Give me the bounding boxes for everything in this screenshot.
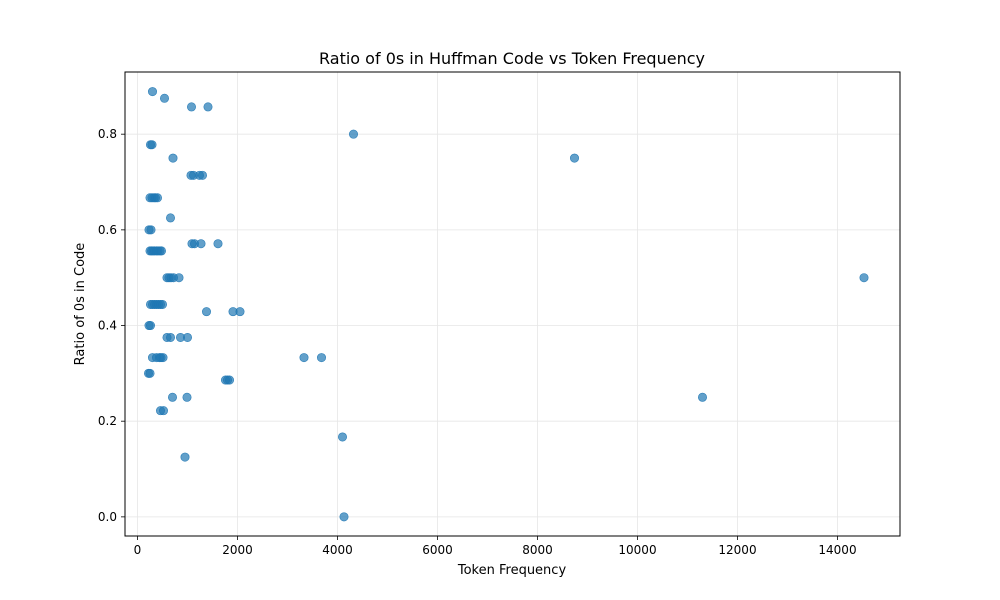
x-tick-label: 2000 xyxy=(222,543,253,557)
x-axis-ticks: 0 2000 4000 6000 8000 10000 12000 14000 xyxy=(134,536,857,557)
scatter-point xyxy=(339,512,349,522)
scatter-point xyxy=(196,239,206,249)
y-axis-title: Ratio of 0s in Code xyxy=(73,243,88,366)
scatter-point xyxy=(145,368,155,378)
scatter-point xyxy=(153,193,163,203)
scatter-point xyxy=(146,225,156,235)
scatter-point xyxy=(157,246,167,256)
scatter-point xyxy=(198,170,208,180)
scatter-point xyxy=(235,307,245,317)
scatter-point xyxy=(158,353,168,363)
scatter-point xyxy=(316,353,326,363)
y-tick-label: 0.2 xyxy=(98,414,117,428)
x-tick-label: 6000 xyxy=(422,543,453,557)
scatter-point xyxy=(166,332,176,342)
scatter-point xyxy=(213,239,223,249)
y-tick-label: 0.0 xyxy=(98,510,117,524)
y-axis-ticks: 0.0 0.2 0.4 0.6 0.8 xyxy=(98,127,125,524)
scatter-point xyxy=(147,140,157,150)
x-tick-label: 12000 xyxy=(718,543,756,557)
data-points xyxy=(144,87,869,522)
x-tick-label: 8000 xyxy=(522,543,553,557)
scatter-point xyxy=(158,299,168,309)
scatter-point xyxy=(203,102,213,112)
scatter-point xyxy=(180,452,190,462)
scatter-point xyxy=(697,392,707,402)
y-tick-label: 0.8 xyxy=(98,127,117,141)
scatter-point xyxy=(146,321,156,331)
scatter-point xyxy=(166,213,176,223)
y-tick-label: 0.4 xyxy=(98,319,117,333)
scatter-point xyxy=(160,93,170,103)
scatter-point xyxy=(183,332,193,342)
x-tick-label: 4000 xyxy=(322,543,353,557)
x-axis-title: Token Frequency xyxy=(457,563,567,578)
chart-title: Ratio of 0s in Huffman Code vs Token Fre… xyxy=(319,49,705,68)
scatter-point xyxy=(168,153,178,163)
scatter-point xyxy=(159,406,169,416)
y-tick-label: 0.6 xyxy=(98,223,117,237)
x-tick-label: 14000 xyxy=(818,543,856,557)
scatter-point xyxy=(569,153,579,163)
scatter-point xyxy=(182,392,192,402)
plot-area-frame xyxy=(124,71,901,537)
scatter-point xyxy=(187,102,197,112)
scatter-point xyxy=(348,129,358,139)
scatter-point xyxy=(337,432,347,442)
scatter-point xyxy=(174,273,184,283)
scatter-point xyxy=(299,353,309,363)
x-tick-label: 0 xyxy=(134,543,142,557)
grid xyxy=(125,72,900,536)
scatter-point xyxy=(859,273,869,283)
scatter-point xyxy=(202,307,212,317)
x-tick-label: 10000 xyxy=(618,543,656,557)
scatter-point xyxy=(148,87,158,97)
scatter-point xyxy=(168,392,178,402)
scatter-point xyxy=(225,375,235,385)
